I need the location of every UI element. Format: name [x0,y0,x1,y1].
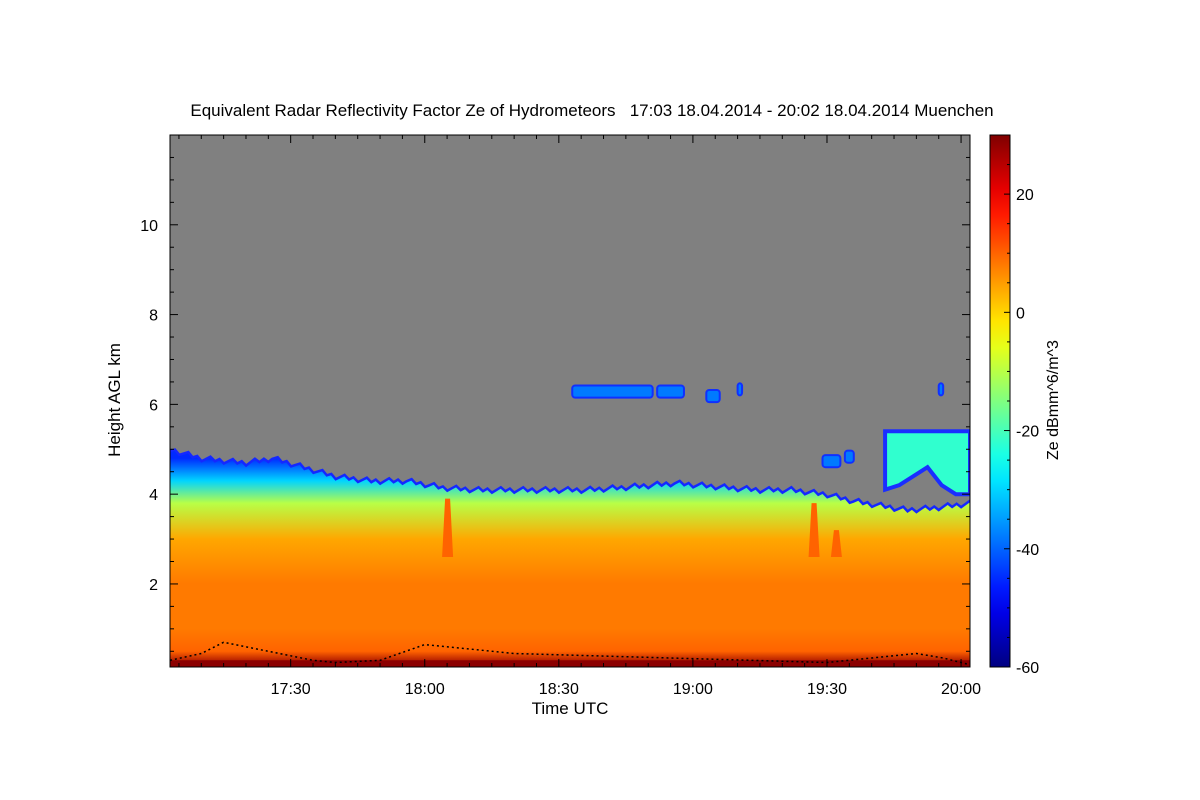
x-tick-label: 17:30 [271,681,311,698]
y-tick-label: 10 [140,218,158,235]
chart-title: Equivalent Radar Reflectivity Factor Ze … [190,101,993,120]
y-axis: 2 4 6 8 10 [140,156,970,652]
y-tick-label: 4 [149,487,158,504]
y-tick-label: 8 [149,308,158,325]
convective-plume [808,503,820,558]
colorbar: 20 0 -20 -40 -60 [989,134,1039,677]
x-tick-label: 18:30 [539,681,579,698]
mid-level-cell [821,454,842,469]
colorbar-tick-label: -40 [1016,542,1039,559]
x-tick-label: 18:00 [405,681,445,698]
colorbar-tick-label: -20 [1016,424,1039,441]
colorbar-tick-label: 20 [1016,187,1034,204]
upper-cloud-layer [883,429,970,497]
x-axis-label: Time UTC [532,699,609,718]
convective-plume [442,498,454,558]
colorbar-tick-label: 0 [1016,305,1025,322]
black-trace [170,641,970,666]
plot-frame [169,134,971,668]
mid-level-cell [736,382,744,397]
mid-level-cell [571,384,654,399]
mid-level-cell [656,384,685,399]
plot-area [170,135,970,667]
ground-clutter-band [170,660,970,667]
y-axis-label: Height AGL km [105,343,124,457]
convective-plume [830,530,842,558]
x-axis: 17:30 18:00 18:30 19:00 19:30 20:00 [178,135,981,698]
colorbar-label: Ze dBmm^6/m^3 [1045,340,1062,460]
mid-level-cell [937,382,945,397]
x-tick-label: 19:30 [807,681,847,698]
mid-level-cell [843,449,855,464]
mid-level-cell [705,389,721,404]
x-tick-label: 20:00 [941,681,981,698]
y-tick-label: 6 [149,397,158,414]
y-tick-label: 2 [149,577,158,594]
colorbar-tick-label: -60 [1016,660,1039,677]
cloud-body [170,451,970,667]
x-tick-label: 19:00 [673,681,713,698]
